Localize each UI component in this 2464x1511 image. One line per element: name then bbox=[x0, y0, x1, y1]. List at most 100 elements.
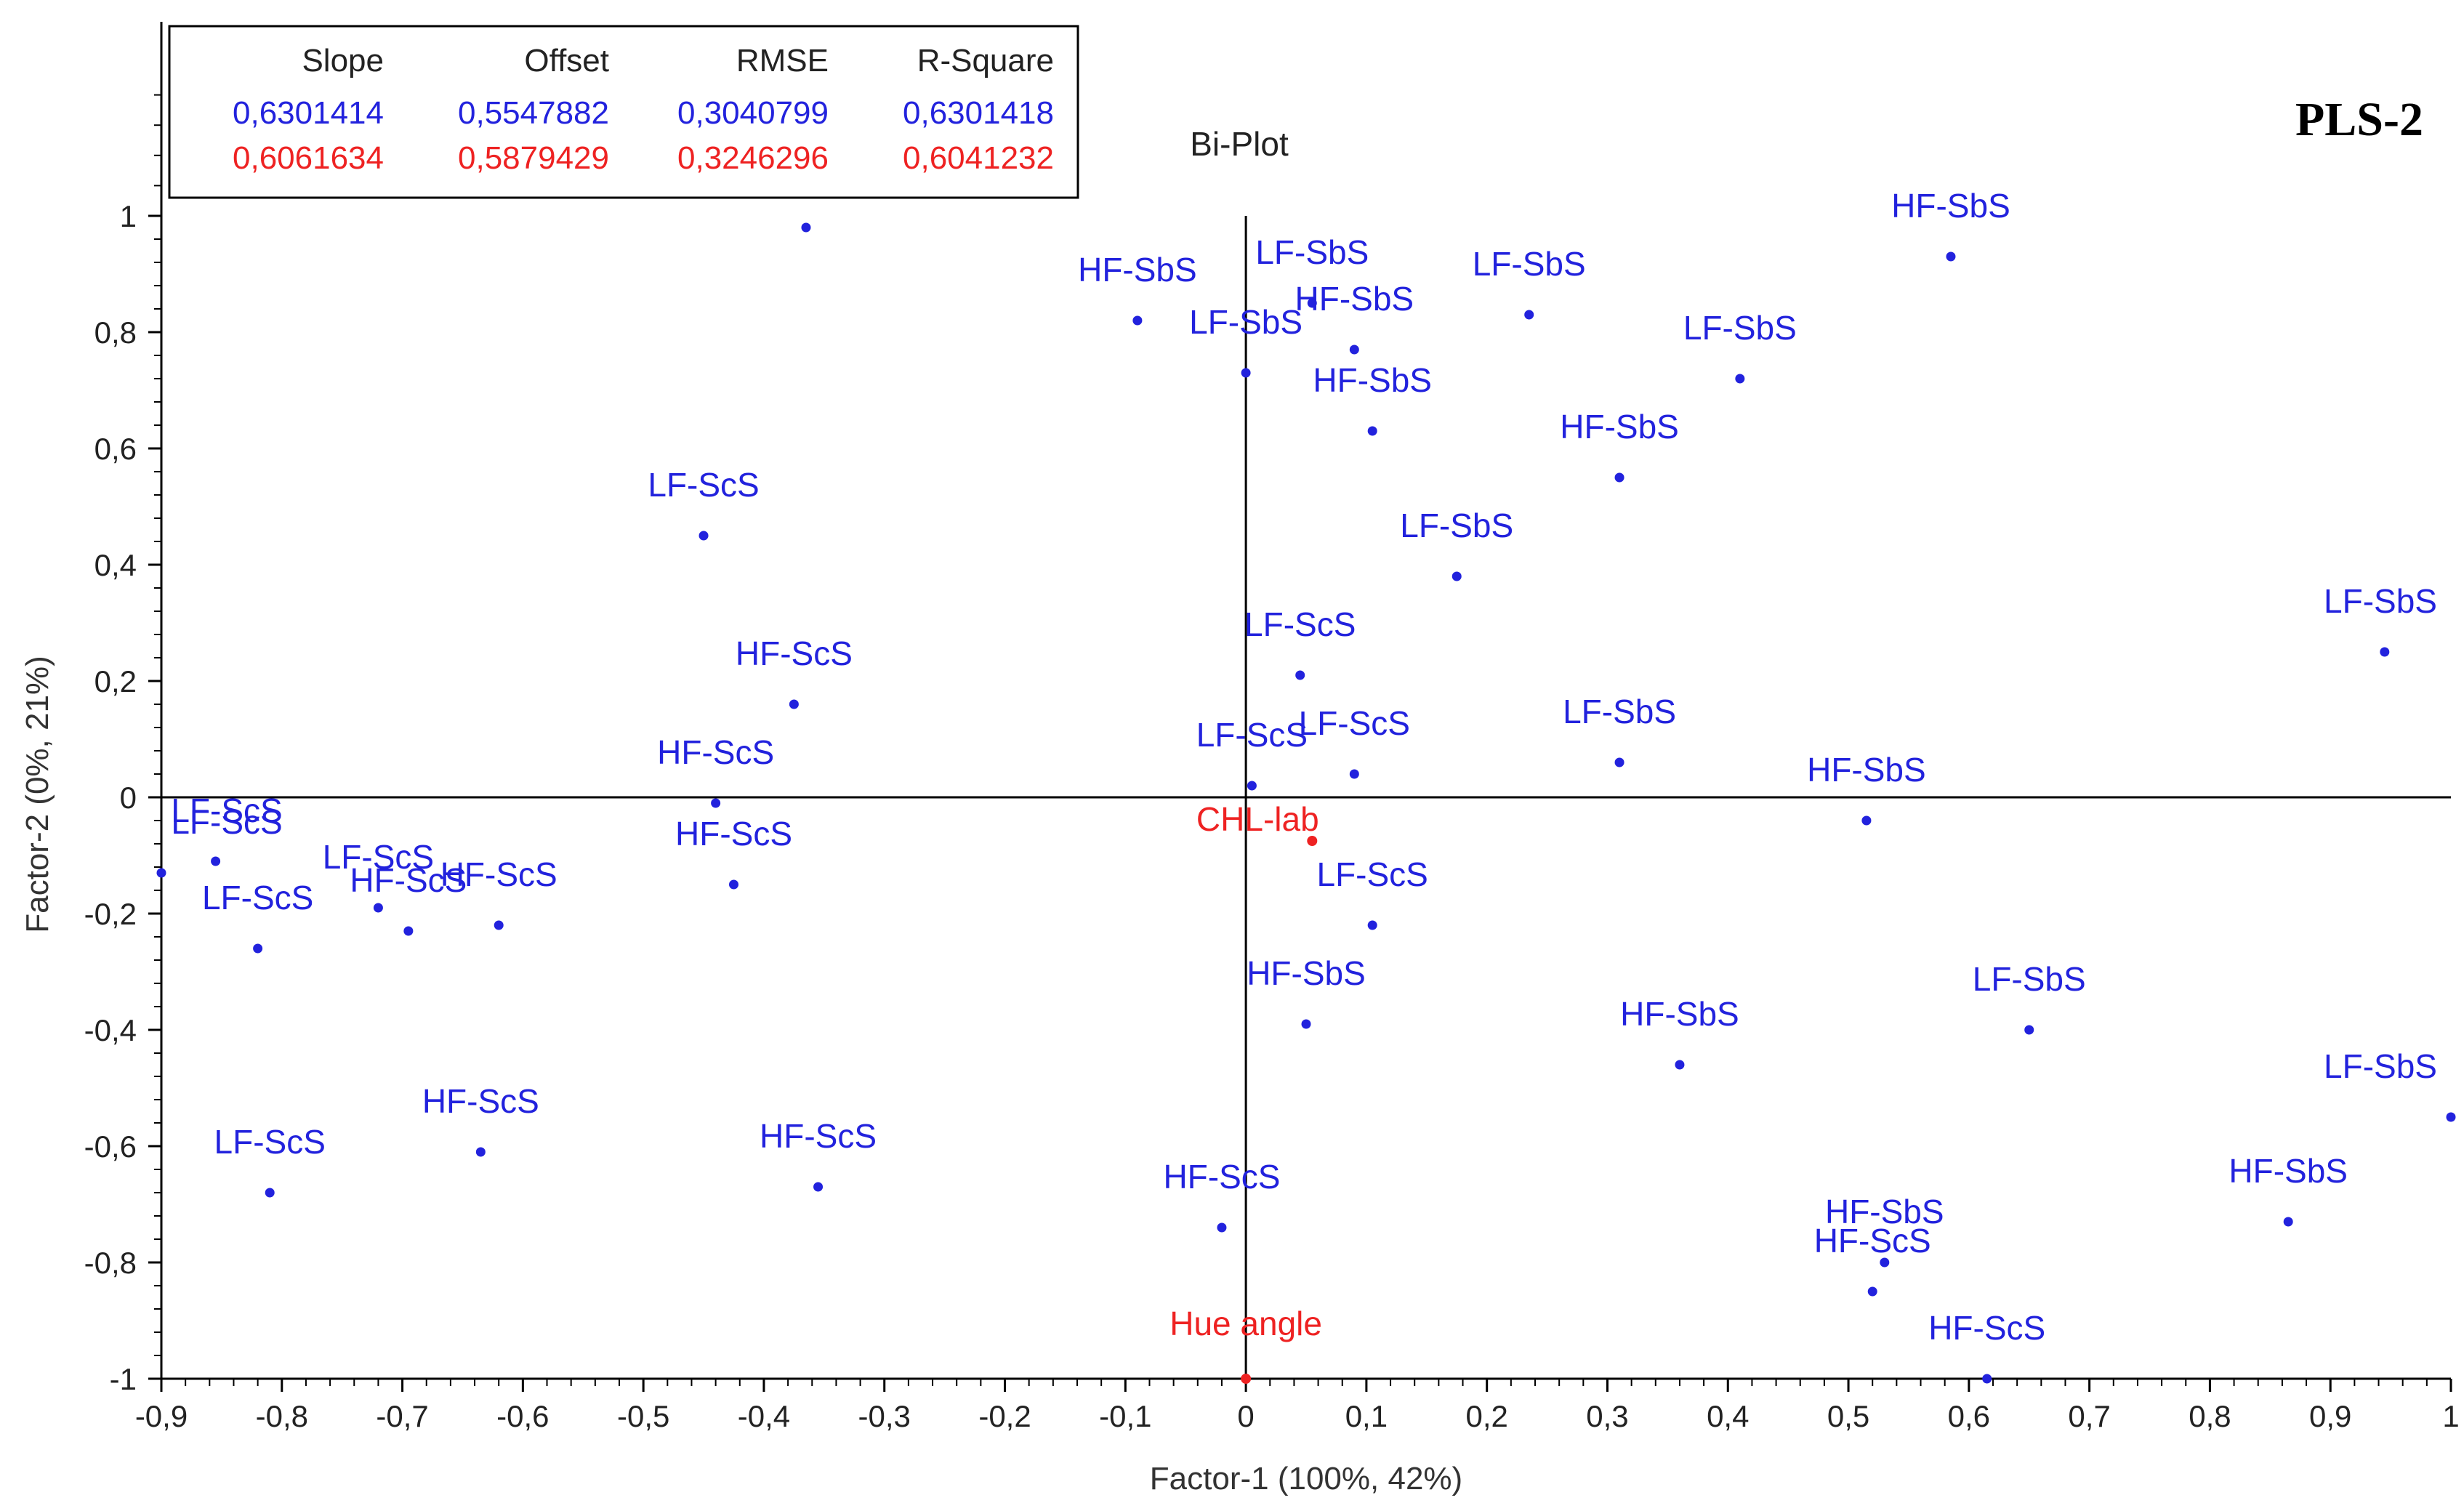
sample-point bbox=[1241, 368, 1251, 378]
sample-point bbox=[373, 903, 383, 913]
sample-point-label: LF-ScS bbox=[1196, 716, 1308, 754]
sample-point-label: LF-SbS bbox=[2324, 582, 2437, 620]
sample-point bbox=[801, 222, 811, 233]
sample-point-label: HF-SbS bbox=[1313, 361, 1432, 399]
y-tick-label: -0,6 bbox=[84, 1129, 137, 1164]
sample-point-label: LF-SbS bbox=[2324, 1047, 2437, 1085]
x-tick-label: -0,9 bbox=[135, 1399, 188, 1433]
sample-point bbox=[1132, 315, 1143, 326]
sample-point bbox=[789, 699, 799, 709]
sample-point bbox=[1946, 251, 1956, 262]
sample-point bbox=[1675, 1060, 1685, 1070]
sample-point bbox=[475, 1147, 486, 1157]
sample-point-label: LF-ScS bbox=[214, 1123, 326, 1161]
sample-point-label: HF-ScS bbox=[736, 634, 853, 672]
sample-point bbox=[813, 1182, 824, 1192]
sample-point bbox=[1861, 815, 1872, 826]
pls-2-corner-label: PLS-2 bbox=[2295, 93, 2423, 146]
x-tick-label: -0,1 bbox=[1099, 1399, 1151, 1433]
x-tick-label: 0 bbox=[1237, 1399, 1254, 1433]
sample-point-label: LF-ScS bbox=[202, 879, 313, 916]
sample-point-label: HF-SbS bbox=[1078, 251, 1197, 289]
sample-point bbox=[1349, 344, 1359, 355]
sample-point-label: HF-SbS bbox=[1295, 280, 1414, 318]
x-tick-label: 0,6 bbox=[1948, 1399, 1990, 1433]
sample-point-label: LF-ScS bbox=[171, 791, 282, 829]
variable-point-label: CHL-lab bbox=[1196, 800, 1319, 838]
sample-point-label: HF-ScS bbox=[1163, 1158, 1280, 1196]
x-tick-label: -0,5 bbox=[617, 1399, 669, 1433]
x-tick-label: -0,4 bbox=[738, 1399, 790, 1433]
sample-point bbox=[1247, 781, 1257, 791]
y-axis-title: Factor-2 (0%, 21%) bbox=[20, 656, 55, 932]
y-tick-label: -1 bbox=[110, 1362, 137, 1396]
sample-point bbox=[1301, 1019, 1311, 1029]
sample-point bbox=[156, 868, 166, 878]
sample-point-label: HF-ScS bbox=[657, 733, 774, 771]
variable-point bbox=[1241, 1374, 1252, 1384]
sample-point-label: HF-ScS bbox=[350, 861, 467, 899]
sample-point bbox=[2446, 1112, 2456, 1122]
statistics-table: Slope Offset RMSE R-Square 0,6301414 0,554788… bbox=[168, 25, 1079, 199]
sample-point bbox=[1452, 571, 1462, 581]
sample-point bbox=[1880, 1257, 1890, 1268]
sample-point-label: HF-ScS bbox=[440, 855, 557, 893]
stat-value: 0,6301414 bbox=[233, 95, 384, 131]
x-tick-label: -0,7 bbox=[376, 1399, 428, 1433]
sample-point bbox=[1367, 920, 1377, 930]
sample-point bbox=[494, 920, 504, 930]
stat-value: 0,6301418 bbox=[903, 95, 1054, 131]
sample-points bbox=[156, 222, 2456, 1384]
sample-point bbox=[1524, 310, 1534, 320]
statistics-table-border bbox=[168, 25, 1079, 199]
stat-value: 0,5547882 bbox=[458, 95, 609, 131]
sample-point-label: LF-ScS bbox=[1316, 855, 1428, 893]
sample-point-label: LF-SbS bbox=[1255, 233, 1369, 271]
sample-point-label: HF-ScS bbox=[675, 815, 792, 853]
plot-title: Bi-Plot bbox=[1190, 125, 1289, 163]
axis-ticks bbox=[148, 94, 2452, 1392]
y-tick-label: -0,4 bbox=[84, 1013, 137, 1047]
x-tick-label: 0,2 bbox=[1465, 1399, 1507, 1433]
y-tick-label: 0,2 bbox=[94, 664, 137, 698]
variable-points: CHL-lab Hue angle bbox=[1169, 800, 1322, 1384]
x-tick-label: 0,7 bbox=[2068, 1399, 2110, 1433]
stat-value: 0,5879429 bbox=[458, 140, 609, 176]
sample-point-label: LF-SbS bbox=[1973, 960, 2086, 998]
x-tick-label: 0,8 bbox=[2189, 1399, 2231, 1433]
y-tick-label: 0 bbox=[120, 781, 137, 815]
stat-value: 0,6041232 bbox=[903, 140, 1054, 176]
stat-header: RMSE bbox=[736, 43, 829, 78]
y-tick-label: -0,2 bbox=[84, 897, 137, 931]
x-tick-label: 1 bbox=[2442, 1399, 2459, 1433]
x-tick-label: -0,3 bbox=[858, 1399, 911, 1433]
sample-point-label: HF-ScS bbox=[422, 1082, 539, 1120]
sample-point bbox=[1295, 670, 1305, 680]
sample-point-label: LF-SbS bbox=[1473, 245, 1586, 283]
sample-point-label: HF-ScS bbox=[1814, 1222, 1931, 1260]
stat-header: Slope bbox=[302, 43, 384, 78]
sample-point-label: LF-ScS bbox=[1299, 704, 1410, 742]
x-tick-label: 0,3 bbox=[1586, 1399, 1628, 1433]
sample-point bbox=[1867, 1286, 1877, 1297]
sample-point bbox=[1367, 426, 1377, 436]
stat-value: 0,3246296 bbox=[677, 140, 829, 176]
x-tick-label: 0,5 bbox=[1827, 1399, 1869, 1433]
sample-point-label: HF-SbS bbox=[1891, 187, 2010, 225]
sample-point-label: LF-SbS bbox=[1189, 303, 1303, 341]
sample-point bbox=[253, 943, 263, 954]
x-axis-title: Factor-1 (100%, 42%) bbox=[1150, 1461, 1462, 1496]
sample-point-label: HF-ScS bbox=[1928, 1309, 2045, 1347]
sample-point-label: LF-SbS bbox=[1400, 507, 1513, 544]
x-tick-label: 0,4 bbox=[1707, 1399, 1749, 1433]
stat-value: 0,6061634 bbox=[233, 140, 384, 176]
sample-point-label: HF-SbS bbox=[1560, 408, 1679, 446]
y-tick-label: 0,4 bbox=[94, 548, 137, 582]
sample-point bbox=[1217, 1222, 1227, 1233]
variable-point bbox=[1307, 836, 1318, 846]
sample-point-label: HF-SbS bbox=[1807, 751, 1926, 789]
sample-point-label: HF-SbS bbox=[1247, 954, 1366, 992]
x-tick-label: 0,1 bbox=[1345, 1399, 1388, 1433]
x-tick-label: -0,2 bbox=[978, 1399, 1031, 1433]
